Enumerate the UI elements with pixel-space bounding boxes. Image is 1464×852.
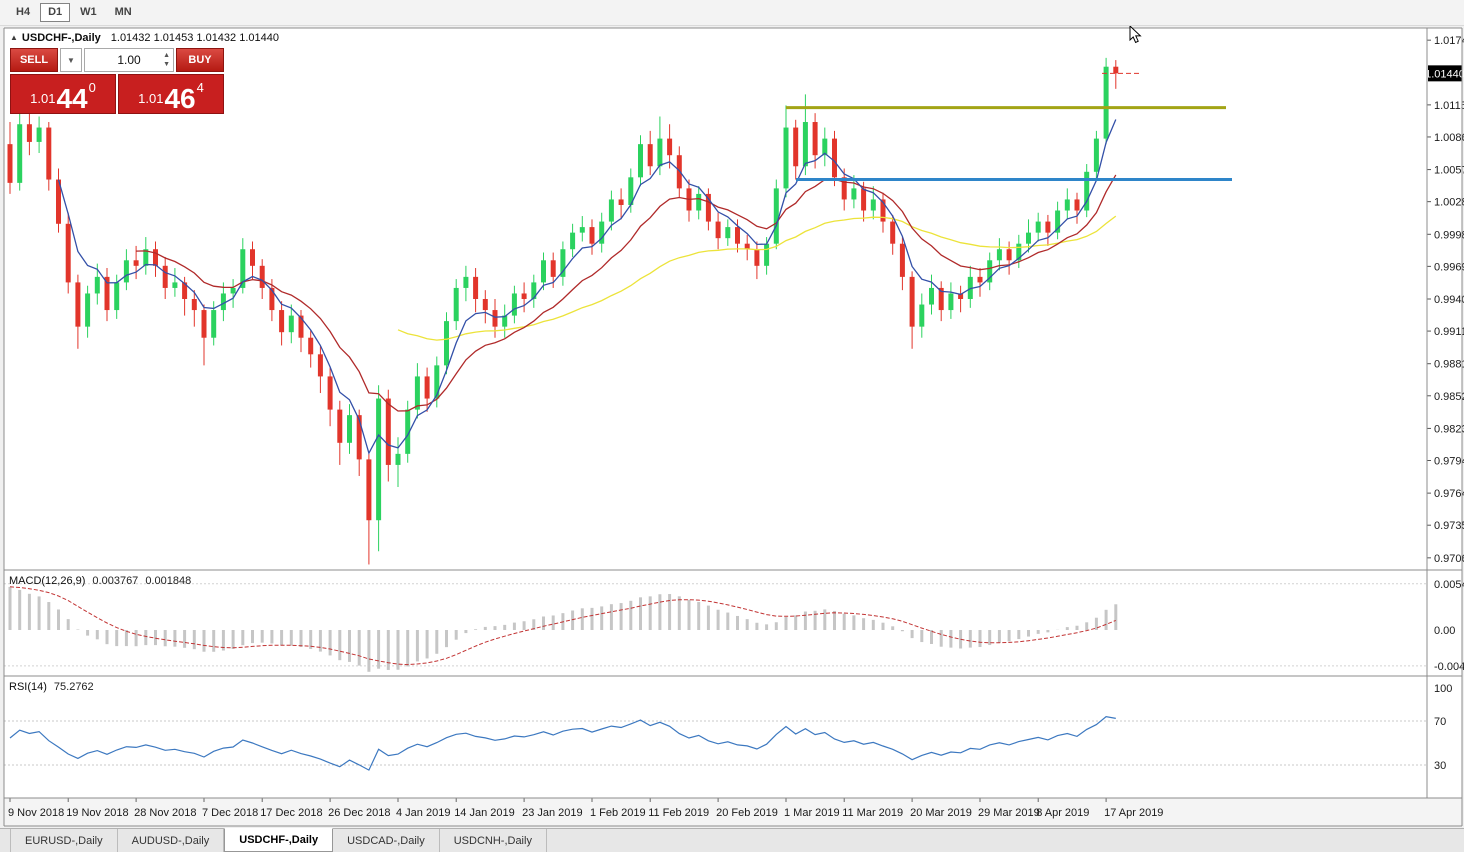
chevron-down-icon: ▼ bbox=[67, 55, 75, 65]
timeframe-h4-button[interactable]: H4 bbox=[8, 3, 38, 22]
bid-big-digits: 44 bbox=[56, 83, 88, 114]
svg-text:14 Jan 2019: 14 Jan 2019 bbox=[454, 807, 515, 819]
ohlc-values: 1.01432 1.01453 1.01432 1.01440 bbox=[110, 32, 279, 44]
svg-text:1.01740: 1.01740 bbox=[1434, 35, 1464, 47]
volume-input[interactable]: 1.00 ▲ ▼ bbox=[84, 48, 174, 72]
tab-audusd-daily[interactable]: AUDUSD-,Daily bbox=[118, 829, 225, 852]
svg-text:0.99695: 0.99695 bbox=[1434, 261, 1464, 273]
volume-value: 1.00 bbox=[117, 53, 141, 67]
chart-title: ▲ USDCHF-,Daily 1.01432 1.01453 1.01432 1.… bbox=[10, 32, 279, 44]
svg-text:8 Apr 2019: 8 Apr 2019 bbox=[1036, 807, 1089, 819]
bid-ask-row: 1.01 44 0 1.01 46 4 bbox=[10, 74, 224, 114]
buy-button[interactable]: BUY bbox=[176, 48, 224, 72]
svg-text:1.01155: 1.01155 bbox=[1434, 100, 1464, 112]
svg-text:30: 30 bbox=[1434, 760, 1446, 772]
svg-text:4 Jan 2019: 4 Jan 2019 bbox=[396, 807, 450, 819]
ask-price-display[interactable]: 1.01 46 4 bbox=[118, 74, 224, 114]
svg-text:29 Mar 2019: 29 Mar 2019 bbox=[978, 807, 1040, 819]
svg-text:100: 100 bbox=[1434, 683, 1452, 695]
svg-text:0.005439: 0.005439 bbox=[1434, 579, 1464, 591]
rsi-value: 75.2762 bbox=[53, 681, 94, 693]
svg-text:11 Mar 2019: 11 Mar 2019 bbox=[842, 807, 903, 819]
bid-prefix: 1.01 bbox=[30, 91, 56, 106]
date-axis[interactable]: 9 Nov 2018 19 Nov 2018 28 Nov 2018 7 Dec 20… bbox=[8, 798, 1163, 819]
svg-text:70: 70 bbox=[1434, 716, 1446, 728]
timeframe-mn-button[interactable]: MN bbox=[107, 3, 140, 22]
svg-text:-0.004217: -0.004217 bbox=[1434, 661, 1464, 673]
svg-text:17 Dec 2018: 17 Dec 2018 bbox=[260, 807, 322, 819]
trade-controls-row: SELL ▼ 1.00 ▲ ▼ BUY bbox=[10, 48, 224, 72]
svg-text:0.98525: 0.98525 bbox=[1434, 391, 1464, 403]
macd-signal-line bbox=[9, 586, 1116, 666]
symbol-label: USDCHF-,Daily bbox=[21, 32, 101, 44]
macd-name: MACD(12,26,9) bbox=[9, 575, 86, 587]
bid-price-display[interactable]: 1.01 44 0 bbox=[10, 74, 116, 114]
macd-indicator-label: MACD(12,26,9) 0.003767 0.001848 bbox=[9, 575, 191, 587]
timeframe-d1-button[interactable]: D1 bbox=[40, 3, 71, 22]
chart-background bbox=[4, 28, 1462, 798]
ask-pipette: 4 bbox=[196, 80, 204, 95]
svg-text:0.97645: 0.97645 bbox=[1434, 488, 1464, 500]
svg-text:19 Nov 2018: 19 Nov 2018 bbox=[66, 807, 128, 819]
svg-text:23 Jan 2019: 23 Jan 2019 bbox=[522, 807, 583, 819]
svg-text:1.00570: 1.00570 bbox=[1434, 165, 1464, 177]
svg-text:1.00280: 1.00280 bbox=[1434, 197, 1464, 209]
svg-text:0.98815: 0.98815 bbox=[1434, 359, 1464, 371]
price-axis[interactable]: 1.01740 1.01155 1.00865 1.00570 1.00280 0.999… bbox=[1427, 35, 1464, 565]
macd-axis[interactable]: 0.005439 0.00 -0.004217 bbox=[1434, 579, 1464, 673]
spinner-up-icon[interactable]: ▲ bbox=[163, 52, 170, 59]
spinner-down-icon[interactable]: ▼ bbox=[163, 61, 170, 68]
svg-text:9 Nov 2018: 9 Nov 2018 bbox=[8, 807, 64, 819]
mouse-cursor-icon bbox=[1129, 24, 1142, 44]
svg-text:26 Dec 2018: 26 Dec 2018 bbox=[328, 807, 390, 819]
rsi-axis[interactable]: 100 70 30 bbox=[1434, 683, 1452, 772]
svg-text:7 Dec 2018: 7 Dec 2018 bbox=[202, 807, 258, 819]
svg-text:0.97060: 0.97060 bbox=[1434, 553, 1464, 565]
candles-layer[interactable] bbox=[7, 57, 1119, 565]
rsi-indicator-label: RSI(14) 75.2762 bbox=[9, 681, 94, 693]
chart-tab-bar: EURUSD-,Daily AUDUSD-,Daily USDCHF-,Dail… bbox=[0, 828, 1464, 852]
svg-text:28 Nov 2018: 28 Nov 2018 bbox=[134, 807, 196, 819]
sell-button[interactable]: SELL bbox=[10, 48, 58, 72]
timeframe-toolbar: H4 D1 W1 MN bbox=[0, 0, 1464, 26]
tab-usdchf-daily[interactable]: USDCHF-,Daily bbox=[224, 828, 334, 852]
svg-text:1 Feb 2019: 1 Feb 2019 bbox=[590, 807, 646, 819]
date-axis-background[interactable] bbox=[4, 798, 1462, 826]
tab-eurusd-daily[interactable]: EURUSD-,Daily bbox=[10, 829, 118, 852]
svg-text:0.99110: 0.99110 bbox=[1434, 326, 1464, 338]
one-click-trading-panel: SELL ▼ 1.00 ▲ ▼ BUY 1.01 44 0 1.01 46 4 bbox=[10, 48, 224, 114]
ask-big-digits: 46 bbox=[164, 83, 196, 114]
macd-histogram bbox=[8, 586, 1118, 672]
rsi-name: RSI(14) bbox=[9, 681, 47, 693]
svg-text:1.01440: 1.01440 bbox=[1425, 68, 1464, 80]
svg-text:20 Feb 2019: 20 Feb 2019 bbox=[716, 807, 778, 819]
svg-text:0.98230: 0.98230 bbox=[1434, 423, 1464, 435]
ma-slow-yellow[interactable] bbox=[397, 215, 1117, 341]
ma-mid-red[interactable] bbox=[136, 174, 1117, 412]
svg-text:1.00865: 1.00865 bbox=[1434, 132, 1464, 144]
bid-pipette: 0 bbox=[88, 80, 96, 95]
svg-text:0.99400: 0.99400 bbox=[1434, 294, 1464, 306]
svg-text:20 Mar 2019: 20 Mar 2019 bbox=[910, 807, 972, 819]
tab-usdcnh-daily[interactable]: USDCNH-,Daily bbox=[440, 829, 547, 852]
svg-text:0.00: 0.00 bbox=[1434, 625, 1455, 637]
svg-text:1 Mar 2019: 1 Mar 2019 bbox=[784, 807, 840, 819]
svg-text:11 Feb 2019: 11 Feb 2019 bbox=[648, 807, 709, 819]
volume-dropdown[interactable]: ▼ bbox=[60, 48, 82, 72]
macd-signal-value: 0.001848 bbox=[145, 575, 192, 587]
current-price-tag: 1.01440 bbox=[1425, 65, 1464, 82]
ask-prefix: 1.01 bbox=[138, 91, 164, 106]
up-triangle-icon: ▲ bbox=[10, 33, 18, 42]
timeframe-w1-button[interactable]: W1 bbox=[72, 3, 105, 22]
svg-text:17 Apr 2019: 17 Apr 2019 bbox=[1104, 807, 1163, 819]
ma-fast-blue[interactable] bbox=[57, 119, 1117, 455]
macd-main-value: 0.003767 bbox=[92, 575, 139, 587]
svg-text:0.99985: 0.99985 bbox=[1434, 229, 1464, 241]
volume-spinner[interactable]: ▲ ▼ bbox=[163, 51, 170, 69]
tab-usdcad-daily[interactable]: USDCAD-,Daily bbox=[333, 829, 440, 852]
svg-text:0.97940: 0.97940 bbox=[1434, 455, 1464, 467]
rsi-line bbox=[9, 716, 1116, 771]
svg-text:0.97355: 0.97355 bbox=[1434, 520, 1464, 532]
